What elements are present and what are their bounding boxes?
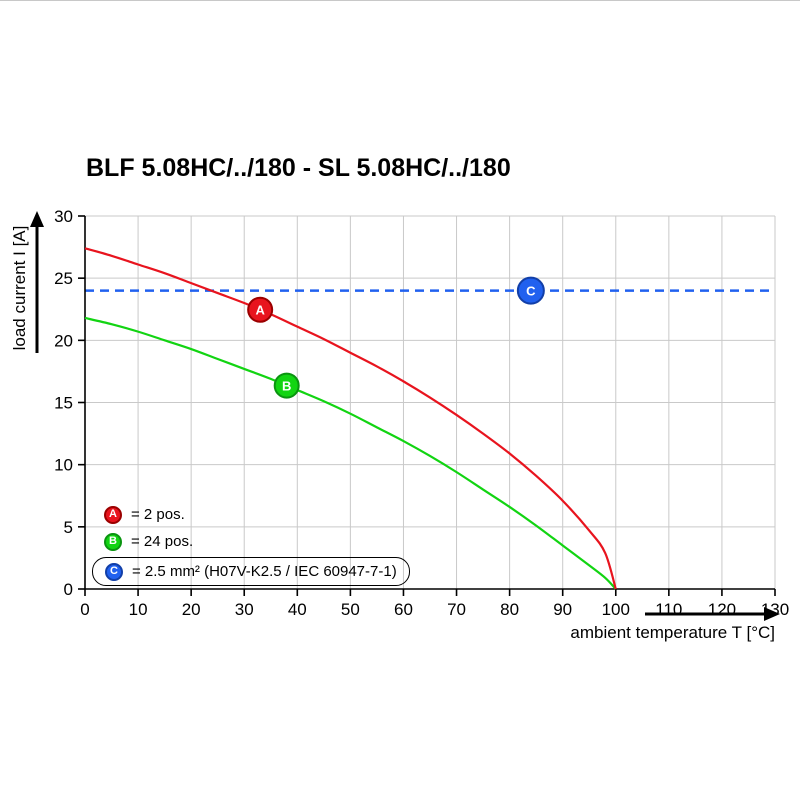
x-tick-label: 90 — [553, 600, 572, 619]
y-tick-label: 0 — [64, 580, 73, 599]
x-tick-label: 60 — [394, 600, 413, 619]
x-axis-arrowhead-icon — [764, 607, 780, 621]
legend-marker-b-icon: B — [104, 532, 122, 551]
x-tick-label: 100 — [602, 600, 630, 619]
x-tick-label: 50 — [341, 600, 360, 619]
marker-b-icon — [273, 372, 300, 399]
chart-title: BLF 5.08HC/../180 - SL 5.08HC/../180 — [86, 154, 511, 182]
marker-a-icon — [247, 296, 274, 323]
y-axis-arrowhead-icon — [30, 211, 44, 227]
x-tick-label: 120 — [708, 600, 736, 619]
curve-a — [84, 247, 617, 590]
legend-item-c: C = 2.5 mm² (H07V-K2.5 / IEC 60947-7-1) — [105, 558, 397, 585]
legend-marker-c-icon: C — [105, 562, 123, 581]
marker-c-icon — [516, 276, 545, 305]
x-tick-label: 0 — [80, 600, 89, 619]
marker-a-letter: A — [255, 302, 265, 317]
x-tick-label: 80 — [500, 600, 519, 619]
legend-item-a: A = 2 pos. — [104, 501, 185, 528]
legend-item-c-box: C = 2.5 mm² (H07V-K2.5 / IEC 60947-7-1) — [92, 557, 410, 586]
curve-b — [84, 316, 617, 590]
y-tick-label: 30 — [54, 207, 73, 226]
x-tick-label: 10 — [129, 600, 148, 619]
x-tick-label: 40 — [288, 600, 307, 619]
y-tick-label: 25 — [54, 269, 73, 288]
marker-b-letter: B — [282, 378, 291, 393]
legend-label-b: = 24 pos. — [131, 533, 194, 550]
legend-marker-a-icon: A — [104, 505, 122, 524]
legend: A = 2 pos. B = 24 pos. C = 2.5 mm² (H07V… — [92, 501, 410, 586]
y-tick-label: 10 — [54, 456, 73, 475]
legend-label-c: = 2.5 mm² (H07V-K2.5 / IEC 60947-7-1) — [132, 563, 397, 580]
marker-c-letter: C — [526, 283, 536, 298]
x-tick-label: 30 — [235, 600, 254, 619]
legend-label-a: = 2 pos. — [131, 506, 185, 523]
legend-item-b: B = 24 pos. — [104, 528, 193, 555]
x-tick-label: 110 — [655, 600, 682, 619]
y-tick-label: 5 — [64, 518, 73, 537]
x-tick-label: 20 — [182, 600, 201, 619]
x-axis-label: ambient temperature T [°C] — [570, 623, 775, 642]
x-tick-label: 70 — [447, 600, 466, 619]
y-tick-label: 15 — [54, 394, 73, 413]
y-tick-label: 20 — [54, 331, 73, 350]
